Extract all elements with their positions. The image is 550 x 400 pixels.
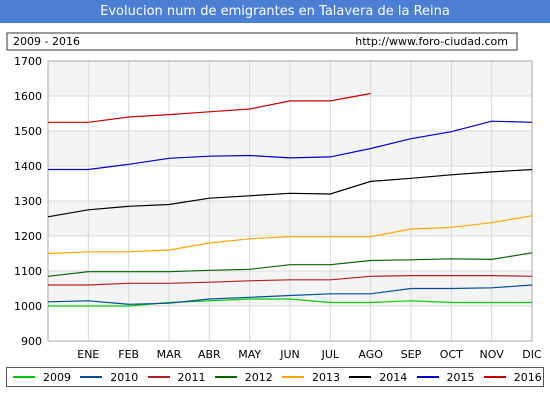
x-tick-label: NOV — [480, 348, 505, 361]
legend-item: 2015 — [416, 368, 475, 386]
legend-item: 2016 — [483, 368, 542, 386]
y-tick-label: 1300 — [14, 195, 42, 208]
x-tick-label: MAY — [238, 348, 261, 361]
x-tick-label: SEP — [401, 348, 422, 361]
legend-label: 2013 — [312, 370, 340, 384]
legend-label: 2010 — [110, 370, 139, 384]
y-tick-label: 1100 — [14, 265, 42, 278]
legend-label: 2012 — [244, 370, 273, 384]
chart-area: 2009 - 2016 http://www.foro-ciudad.com 900… — [6, 32, 542, 361]
legend-item: 2014 — [349, 368, 407, 386]
legend-swatch — [13, 376, 35, 378]
url-label: http://www.foro-ciudad.com — [355, 35, 508, 48]
x-tick-label: ABR — [198, 348, 221, 361]
legend-item: 2009 — [13, 368, 71, 386]
legend-swatch — [80, 376, 103, 378]
x-tick-label: ENE — [77, 348, 99, 361]
x-tick-label: MAR — [157, 348, 182, 361]
legend-item: 2011 — [147, 368, 206, 386]
series-line-2011 — [48, 275, 533, 286]
legend-swatch — [349, 376, 372, 378]
series-line-2012 — [47, 252, 533, 277]
chart-title: Evolucion num de emigrantes en Talavera … — [0, 0, 550, 23]
series-line-2015 — [48, 120, 533, 171]
x-tick-label: JUN — [279, 348, 300, 361]
x-tick-label: FEB — [118, 348, 139, 361]
legend-item: 2012 — [214, 368, 273, 386]
x-tick-label: JUL — [321, 348, 340, 361]
legend-swatch — [416, 376, 439, 378]
x-tick-label: AGO — [358, 348, 383, 361]
legend-item: 2013 — [282, 368, 340, 386]
y-tick-label: 1500 — [14, 125, 42, 138]
series-line-2016 — [48, 92, 371, 123]
legend-label: 2016 — [513, 370, 542, 384]
series-line-2013 — [47, 215, 533, 255]
legend-label: 2011 — [177, 370, 206, 384]
y-tick-label: 1400 — [14, 160, 42, 173]
series-line-2010 — [47, 284, 533, 305]
header-box — [6, 32, 518, 51]
legend-swatch — [282, 376, 304, 378]
x-tick-label: DIC — [522, 348, 542, 361]
y-tick-label: 1600 — [14, 90, 42, 103]
y-tick-label: 1200 — [14, 230, 42, 243]
y-tick-label: 1000 — [14, 300, 42, 313]
x-tick-label: OCT — [440, 348, 463, 361]
plot-border — [47, 60, 533, 342]
legend: 2009 2010 2011 2012 2013 2014 2015 2016 — [6, 367, 544, 387]
series-line-2014 — [47, 168, 533, 218]
legend-swatch — [483, 376, 506, 378]
legend-label: 2014 — [379, 370, 408, 384]
legend-label: 2009 — [43, 370, 71, 384]
legend-swatch — [147, 376, 170, 378]
legend-swatch — [214, 376, 237, 378]
range-label: 2009 - 2016 — [13, 35, 80, 48]
series-line-2009 — [48, 298, 532, 307]
legend-item: 2010 — [80, 368, 138, 386]
legend-label: 2015 — [446, 370, 475, 384]
y-tick-label: 900 — [21, 335, 42, 348]
y-tick-label: 1700 — [14, 55, 42, 68]
